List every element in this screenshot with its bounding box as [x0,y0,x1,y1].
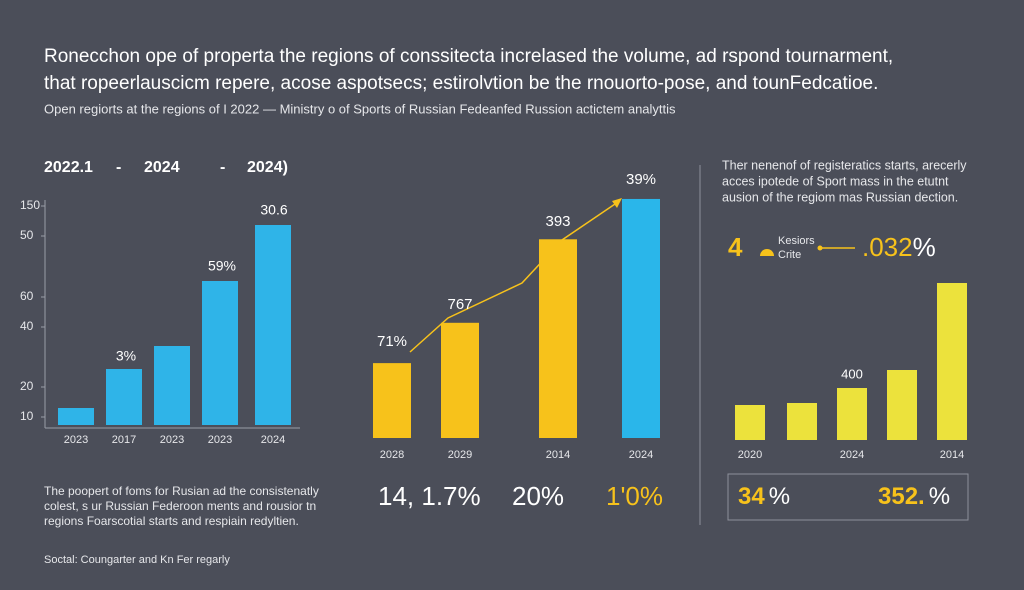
bar [58,408,94,425]
x-tick-label: 2023 [64,434,88,446]
total: 34% [738,483,790,510]
legend-item: Kesiors [778,235,815,247]
annotation: 71% [377,333,407,350]
x-tick-label: 2014 [940,449,964,461]
panel-text: acces ipotede of Sport mass in the etutn… [722,174,949,188]
period-label: 2022.1 [44,159,93,176]
legend-value-number: .032 [862,232,913,262]
y-tick-label: 40 [20,319,34,333]
bar [937,283,967,440]
x-tick-label: 2023 [160,434,184,446]
bar [441,322,479,438]
note-line: regions Foarscotial starts and respiain … [44,514,299,528]
legend-item: Crite [778,249,801,261]
x-tick-label: 2024 [840,449,864,461]
note-line: The poopert of foms for Rusian ad the co… [44,484,319,498]
title-line: that ropeerlauscicm repere, acose aspots… [44,73,878,94]
x-tick-label: 2029 [448,449,472,461]
subtitle: Open regiorts at the regions of I 2022 —… [44,101,676,116]
total-unit: % [929,483,950,510]
stat: 20% [512,481,564,511]
bar [154,346,190,425]
bar [539,239,577,438]
annotation: 400 [841,366,863,381]
bar [255,225,291,425]
bar [787,403,817,440]
legend-value: .032% [862,232,936,262]
legend-dot [817,245,823,251]
y-tick-label: 60 [20,289,34,303]
trend-line [409,201,619,353]
bar [622,198,660,438]
bar [106,369,142,425]
x-tick-label: 2024 [261,434,285,446]
y-tick-label: 50 [20,228,34,242]
x-tick-label: 2014 [546,449,570,461]
stat: 14, 1.7% [378,481,481,511]
x-tick-label: 2017 [112,434,136,446]
y-tick-label: 150 [20,198,40,212]
total-unit: % [769,483,790,510]
total: 352.% [878,483,950,510]
annotation: 59% [208,258,236,274]
x-tick-label: 2023 [208,434,232,446]
note-line: colest, s ur Russian Federoon ments and … [44,499,316,513]
bar [202,281,238,425]
panel-text: Ther nenenof of registeratics starts, ar… [722,158,967,172]
x-tick-label: 2020 [738,449,762,461]
legend-icon [760,249,774,256]
title-line: Ronecchon ope of properta the regions of… [44,46,893,67]
source: Soctal: Coungarter and Kn Fer regarly [44,554,230,566]
y-tick-label: 20 [20,379,34,393]
annotation: 39% [626,171,656,188]
annotation: 393 [545,213,570,230]
bar [837,388,867,440]
period-label: 2024) [247,159,288,176]
totals-box [727,473,969,521]
arrow-head [612,198,622,208]
stat: 1'0% [606,481,663,511]
annotation: 3% [116,348,136,364]
period-label: - [220,159,225,176]
total-number: 352. [878,483,925,510]
legend-number: 4 [728,232,743,262]
annotation: 30.6 [260,202,287,218]
annotation: 767 [447,296,472,313]
x-tick-label: 2024 [629,449,653,461]
period-label: - [116,159,121,176]
period-label: 2024 [144,159,180,176]
bar [887,370,917,440]
x-tick-label: 2028 [380,449,404,461]
panel-text: ausion of the regiom mas Russian dection… [722,190,958,204]
y-tick-label: 10 [20,409,34,423]
bar [735,405,765,440]
legend-value-unit: % [913,232,936,262]
total-number: 34 [738,483,765,510]
bar [373,363,411,438]
